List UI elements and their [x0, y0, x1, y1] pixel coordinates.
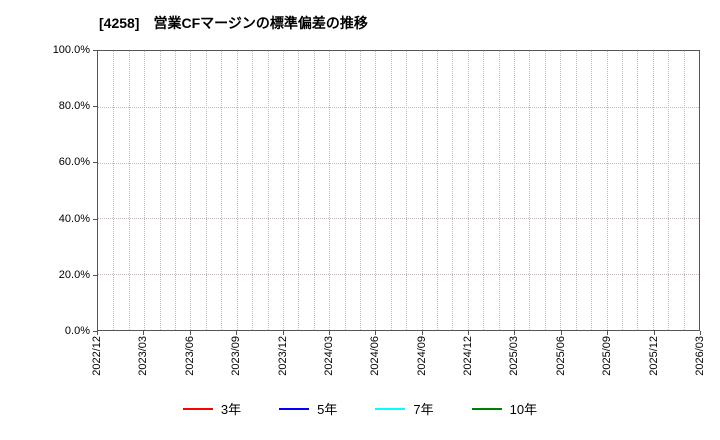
gridline-vertical [252, 51, 254, 330]
legend-item: 5年 [279, 399, 337, 418]
x-axis-tick [189, 331, 191, 335]
x-axis-tick [514, 331, 516, 335]
gridline-vertical [575, 51, 577, 330]
x-axis-label: 2023/12 [276, 336, 289, 376]
legend-item: 3年 [182, 399, 242, 418]
legend-line-sample [182, 407, 213, 410]
gridline-horizontal [98, 218, 699, 220]
y-axis-label: 20.0% [58, 268, 90, 281]
y-axis-tick [93, 106, 97, 108]
x-axis-label: 2024/09 [415, 336, 428, 376]
x-axis-tick [421, 331, 423, 335]
x-axis-label: 2024/03 [322, 336, 335, 376]
gridline-vertical [205, 51, 207, 330]
legend-label: 5年 [317, 402, 338, 417]
y-axis-tick [93, 162, 97, 164]
x-axis-label: 2023/09 [230, 336, 243, 376]
x-axis-label: 2025/12 [647, 336, 660, 376]
y-axis-tick [93, 218, 97, 220]
gridline-vertical [267, 51, 269, 330]
gridline-vertical [236, 51, 238, 330]
gridline-vertical [390, 51, 392, 330]
legend-label: 10年 [509, 402, 538, 417]
gridline-vertical [621, 51, 623, 330]
gridline-vertical [375, 51, 377, 330]
y-axis-label: 60.0% [58, 156, 90, 169]
legend-line-sample [375, 407, 406, 410]
x-axis-label: 2022/12 [91, 336, 103, 376]
legend-label: 7年 [413, 402, 434, 417]
legend-line-sample [279, 407, 310, 410]
x-axis-tick [328, 331, 330, 335]
gridline-vertical [282, 51, 284, 330]
gridline-vertical [313, 51, 315, 330]
legend-item: 7年 [375, 399, 434, 418]
y-axis-label: 80.0% [58, 100, 90, 113]
x-axis-tick [282, 331, 284, 335]
gridline-vertical [467, 51, 469, 330]
gridline-horizontal [98, 274, 699, 276]
gridline-vertical [144, 51, 146, 330]
gridline-vertical [113, 51, 115, 330]
gridline-vertical [421, 51, 423, 330]
x-axis-tick [653, 331, 655, 335]
gridline-vertical [406, 51, 408, 330]
gridline-vertical [637, 51, 639, 330]
gridline-vertical [175, 51, 177, 330]
x-axis-tick [607, 331, 609, 335]
gridline-vertical [683, 51, 685, 330]
gridline-horizontal [98, 106, 699, 108]
y-axis-label: 40.0% [58, 212, 90, 225]
gridline-vertical [329, 51, 331, 330]
gridline-vertical [128, 51, 130, 330]
x-axis-tick [143, 331, 145, 335]
y-axis-label: 100.0% [52, 44, 90, 56]
legend-line-sample [471, 407, 502, 410]
gridline-vertical [652, 51, 654, 330]
legend-label: 3年 [220, 402, 242, 417]
gridline-vertical [498, 51, 500, 330]
y-axis-label: 0.0% [64, 325, 90, 337]
gridline-vertical [529, 51, 531, 330]
y-axis-tick [93, 274, 97, 276]
x-axis-tick [375, 331, 377, 335]
x-axis-label: 2025/03 [508, 336, 521, 376]
gridline-vertical [298, 51, 300, 330]
x-axis-label: 2026/03 [694, 336, 706, 376]
x-axis-tick [560, 331, 562, 335]
gridline-vertical [668, 51, 670, 330]
gridline-vertical [514, 51, 516, 330]
gridline-vertical [159, 51, 161, 330]
plot-area [97, 50, 700, 331]
x-axis-tick [236, 331, 238, 335]
gridline-vertical [359, 51, 361, 330]
gridline-horizontal [98, 162, 699, 164]
gridline-vertical [221, 51, 223, 330]
x-axis-label: 2023/06 [183, 336, 196, 376]
legend: 3年 5年 7年 10年 [0, 399, 720, 418]
gridline-vertical [190, 51, 192, 330]
gridline-vertical [606, 51, 608, 330]
y-axis-tick [93, 331, 97, 332]
gridline-vertical [544, 51, 546, 330]
x-axis-tick [97, 331, 98, 335]
x-axis-label: 2025/09 [601, 336, 614, 376]
gridline-vertical [344, 51, 346, 330]
gridline-vertical [483, 51, 485, 330]
x-axis-label: 2024/06 [369, 336, 382, 376]
gridline-vertical [560, 51, 562, 330]
gridline-vertical [452, 51, 454, 330]
chart-title: [4258] 営業CFマージンの標準偏差の推移 [99, 15, 368, 31]
legend-item: 10年 [471, 399, 538, 418]
x-axis-label: 2023/03 [137, 336, 150, 376]
gridline-vertical [437, 51, 439, 330]
gridline-vertical [591, 51, 593, 330]
x-axis-label: 2024/12 [462, 336, 475, 376]
y-axis-tick [93, 50, 97, 51]
x-axis-tick [468, 331, 470, 335]
x-axis-label: 2025/06 [554, 336, 567, 376]
x-axis-tick [700, 331, 701, 335]
